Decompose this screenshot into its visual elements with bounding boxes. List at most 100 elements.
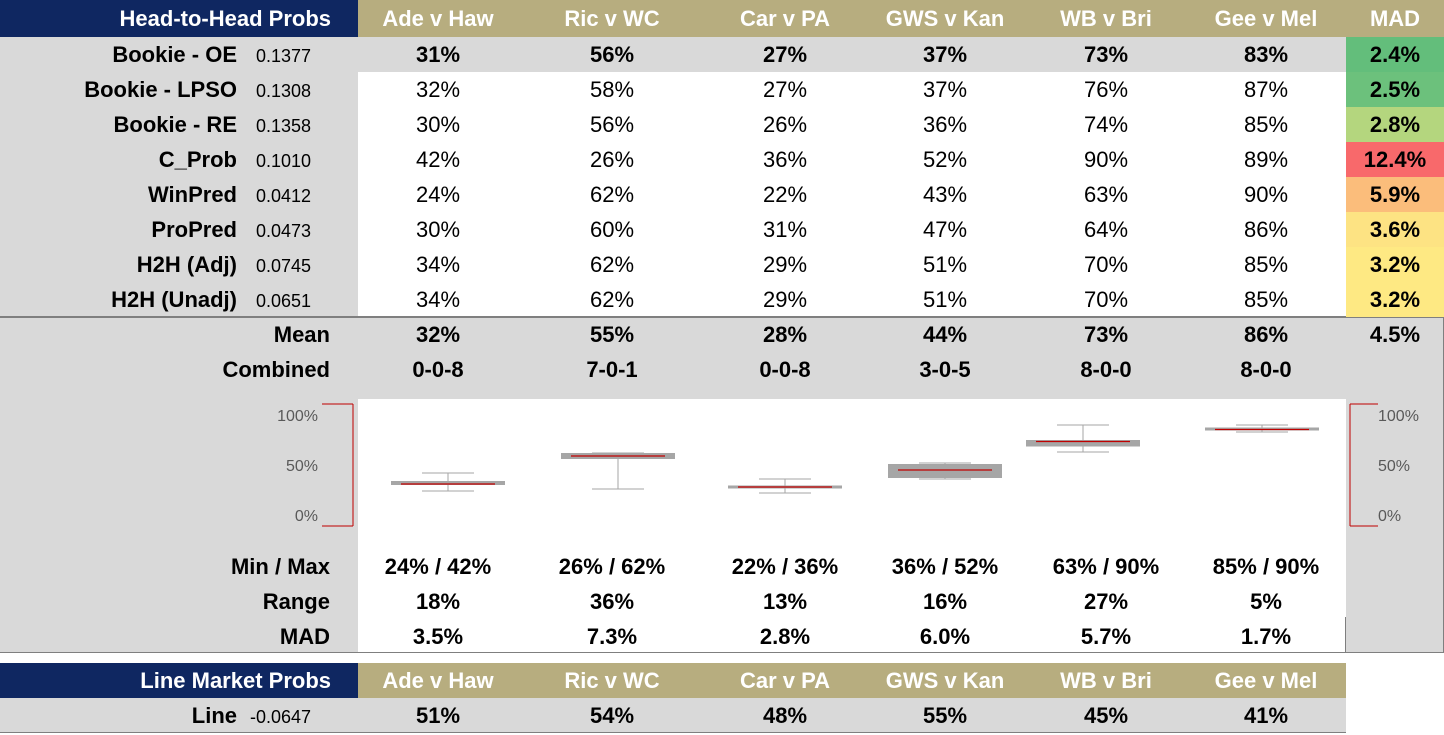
line-cell: 54% <box>589 702 635 728</box>
range-cell: 13% <box>762 588 808 614</box>
box-rect <box>888 464 1002 478</box>
mad-row-cell: 2.8% <box>759 623 811 649</box>
line-title: Line Market Probs <box>0 663 358 698</box>
model-error: 0.0412 <box>256 186 312 206</box>
prob-cell: 36% <box>762 146 808 172</box>
range-cell: 36% <box>589 588 635 614</box>
prob-cell: 74% <box>1083 111 1129 137</box>
prob-cell: 58% <box>589 76 635 102</box>
range-label: Range <box>262 588 330 614</box>
game-header[interactable]: Car v PA <box>706 0 864 37</box>
mad-header: MAD <box>1346 0 1444 37</box>
mean-cell: 28% <box>762 321 808 347</box>
prob-cell: 60% <box>589 216 635 242</box>
prob-cell: 64% <box>1083 216 1129 242</box>
prob-cell: 37% <box>922 41 968 67</box>
prob-cell: 34% <box>415 251 461 277</box>
prob-cell: 22% <box>762 181 808 207</box>
prob-cell: 70% <box>1083 286 1129 312</box>
model-name: Bookie - RE <box>113 111 237 137</box>
mean-cell: 32% <box>415 321 461 347</box>
line-game-header[interactable]: Ric v WC <box>518 663 706 698</box>
mad-row-cell: 5.7% <box>1080 623 1132 649</box>
prob-cell: 27% <box>762 41 808 67</box>
combined-cell: 7-0-1 <box>586 356 638 382</box>
model-name: WinPred <box>147 181 237 207</box>
prob-cell: 90% <box>1243 181 1289 207</box>
line-game-header[interactable]: GWS v Kan <box>864 663 1026 698</box>
mad-value: 2.5% <box>1346 72 1444 107</box>
box-plot-2 <box>561 452 675 490</box>
prob-cell: 86% <box>1243 216 1289 242</box>
prob-cell: 31% <box>415 41 461 67</box>
range-cell: 27% <box>1083 588 1129 614</box>
box-plot-4 <box>888 462 1002 480</box>
label-column-bg <box>0 37 358 652</box>
prob-cell: 62% <box>589 251 635 277</box>
prob-cell: 26% <box>589 146 635 172</box>
range-cell: 18% <box>415 588 461 614</box>
prob-cell: 73% <box>1083 41 1129 67</box>
game-header[interactable]: Ade v Haw <box>358 0 518 37</box>
bottom-border <box>0 652 1444 653</box>
model-name: C_Prob <box>158 146 237 172</box>
line-game-header[interactable]: WB v Bri <box>1026 663 1186 698</box>
mean-cell: 86% <box>1243 321 1289 347</box>
mean-cell: 55% <box>589 321 635 347</box>
mad-row-cell: 3.5% <box>412 623 464 649</box>
minmax-cell: 85% / 90% <box>1212 553 1320 579</box>
model-name: H2H (Adj) <box>136 251 237 277</box>
line-row-label: Line <box>191 702 237 728</box>
minmax-cell: 36% / 52% <box>891 553 999 579</box>
line-cell: 41% <box>1243 702 1289 728</box>
mean-cell: 44% <box>922 321 968 347</box>
model-error: 0.1308 <box>256 81 312 101</box>
box-rect <box>1205 427 1319 431</box>
prob-cell: 63% <box>1083 181 1129 207</box>
line-game-header[interactable]: Gee v Mel <box>1186 663 1346 698</box>
mad-value: 2.8% <box>1346 107 1444 142</box>
mean-mad: 4.5% <box>1369 321 1421 347</box>
game-header[interactable]: Gee v Mel <box>1186 0 1346 37</box>
model-error: 0.0745 <box>256 256 312 276</box>
prob-cell: 34% <box>415 286 461 312</box>
line-game-header[interactable]: Car v PA <box>706 663 864 698</box>
game-header[interactable]: GWS v Kan <box>864 0 1026 37</box>
minmax-cell: 26% / 62% <box>558 553 666 579</box>
combined-cell: 0-0-8 <box>412 356 464 382</box>
box-plot-1 <box>391 472 505 492</box>
prob-cell: 85% <box>1243 286 1289 312</box>
mad-value: 3.2% <box>1346 247 1444 282</box>
box-rect <box>728 485 842 489</box>
line-game-header[interactable]: Ade v Haw <box>358 663 518 698</box>
model-error: 0.1010 <box>256 151 312 171</box>
combined-cell: 8-0-0 <box>1240 356 1292 382</box>
prob-cell: 56% <box>589 41 635 67</box>
prob-cell: 90% <box>1083 146 1129 172</box>
prob-cell: 76% <box>1083 76 1129 102</box>
prob-cell: 87% <box>1243 76 1289 102</box>
model-error: 0.1377 <box>256 46 312 66</box>
line-cell: 48% <box>762 702 808 728</box>
prob-cell: 42% <box>415 146 461 172</box>
game-header[interactable]: WB v Bri <box>1026 0 1186 37</box>
prob-cell: 89% <box>1243 146 1289 172</box>
model-name: Bookie - OE <box>112 41 237 67</box>
combined-cell: 8-0-0 <box>1080 356 1132 382</box>
box-plot-3 <box>728 478 842 494</box>
game-header[interactable]: Ric v WC <box>518 0 706 37</box>
prob-cell: 62% <box>589 181 635 207</box>
mad-value: 12.4% <box>1346 142 1444 177</box>
range-cell: 16% <box>922 588 968 614</box>
prob-cell: 83% <box>1243 41 1289 67</box>
prob-cell: 24% <box>415 181 461 207</box>
prob-cell: 29% <box>762 251 808 277</box>
model-name: ProPred <box>151 216 237 242</box>
prob-cell: 52% <box>922 146 968 172</box>
minmax-cell: 22% / 36% <box>731 553 839 579</box>
model-name: H2H (Unadj) <box>111 286 237 312</box>
mad-row-cell: 7.3% <box>586 623 638 649</box>
prob-cell: 30% <box>415 111 461 137</box>
summary-bg <box>358 317 1346 399</box>
prob-cell: 37% <box>922 76 968 102</box>
